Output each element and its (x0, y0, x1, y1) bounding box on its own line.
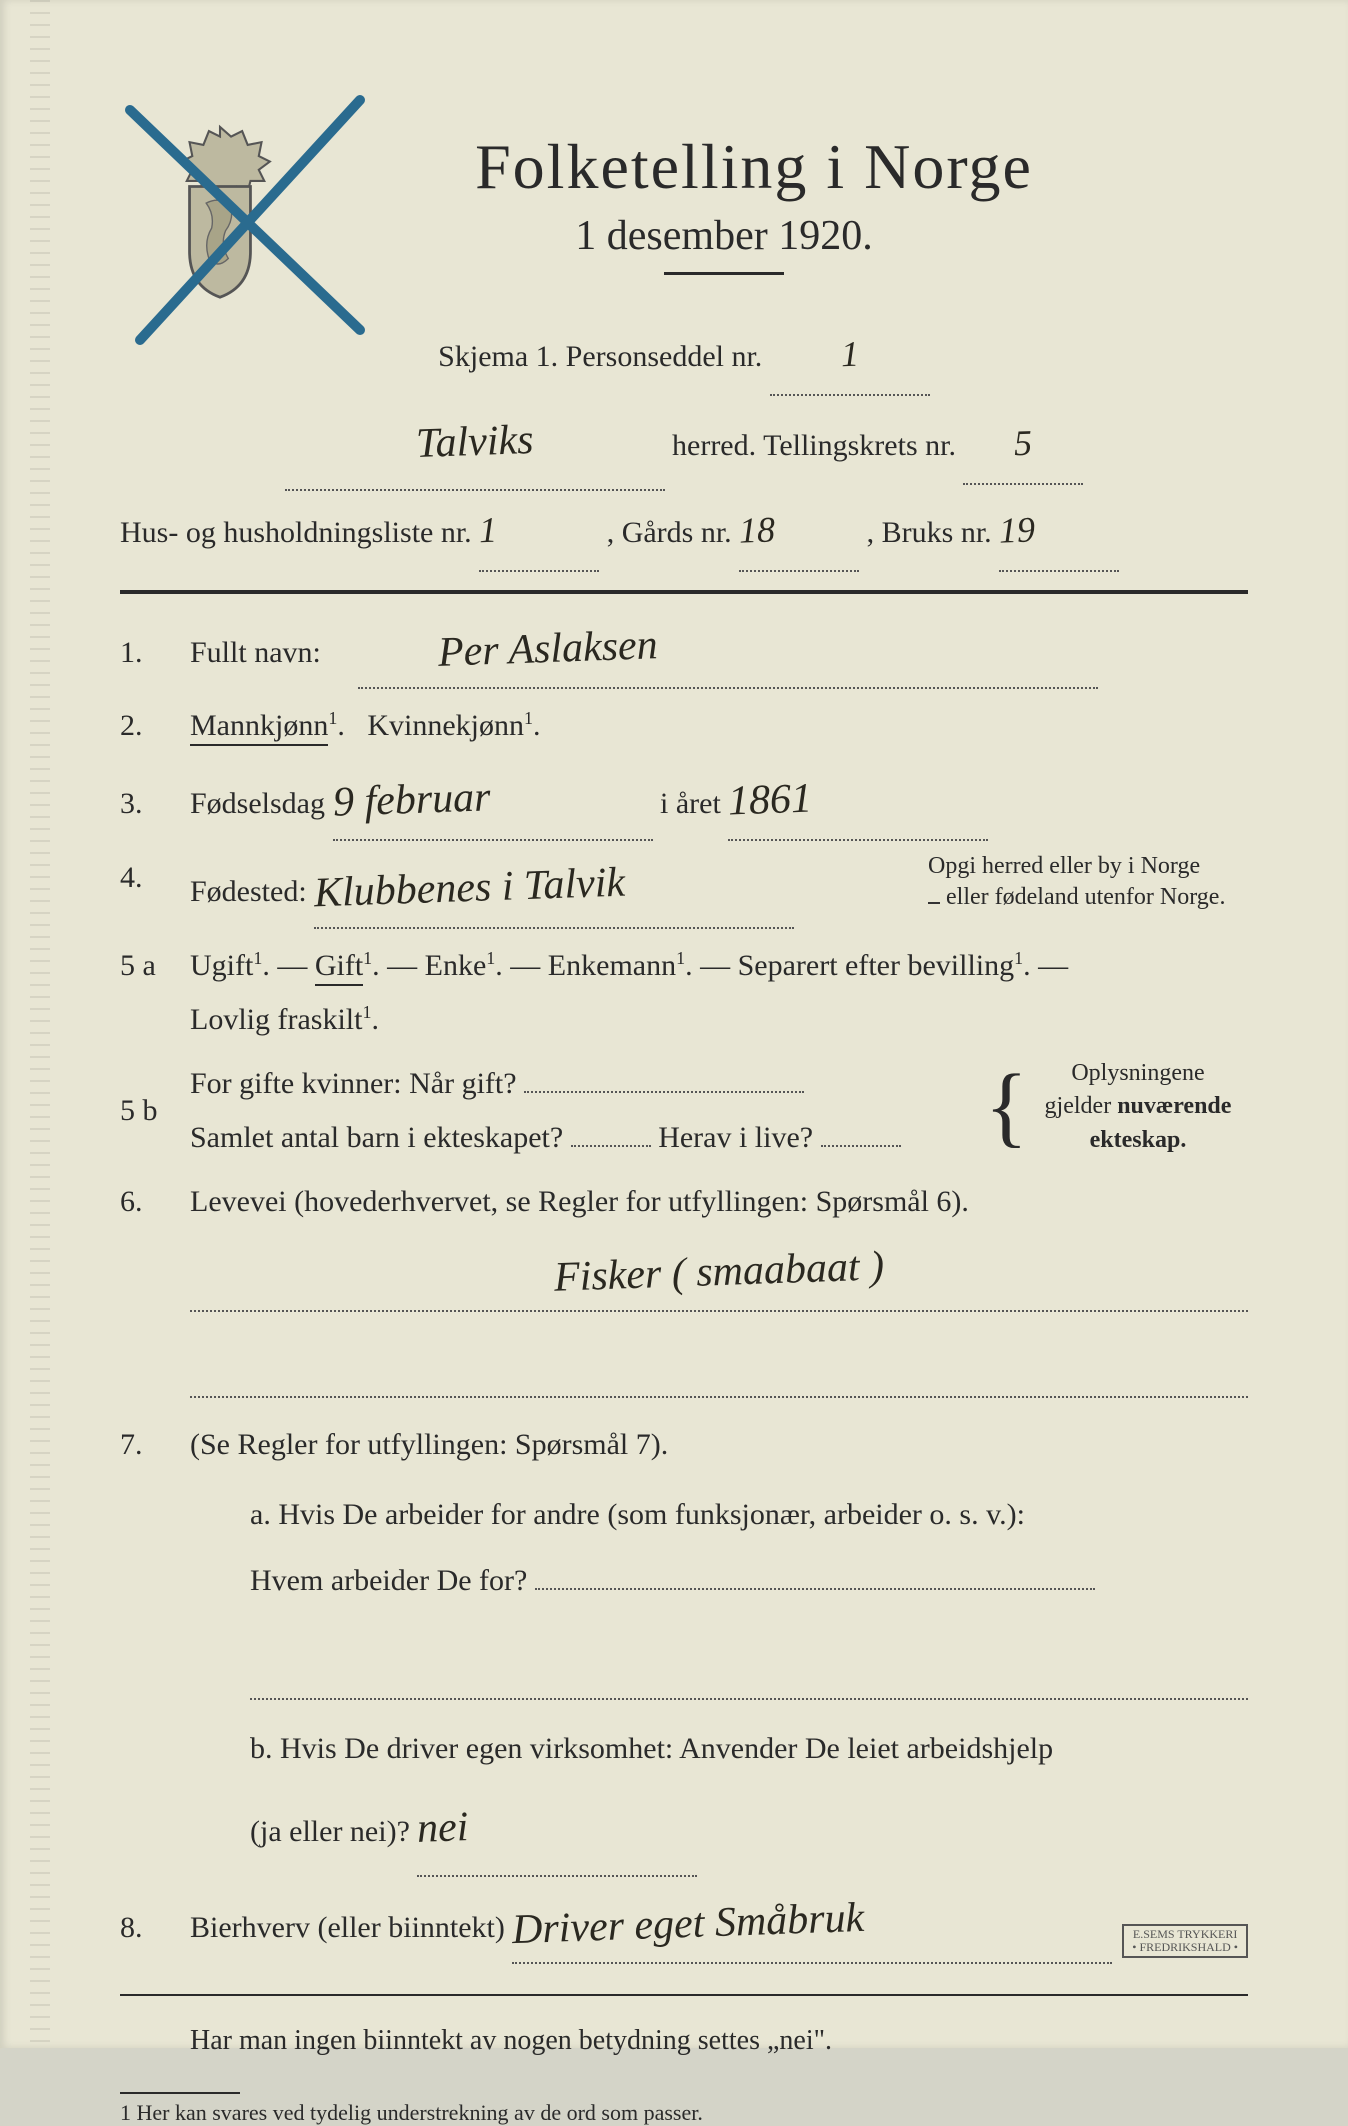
q5b-note3: ekteskap. (1090, 1127, 1187, 1153)
q5a-gift: Gift (315, 949, 363, 986)
q7-row: 7. (Se Regler for utfyllingen: Spørsmål … (120, 1418, 1248, 1472)
q6-label: Levevei (hovederhvervet, se Regler for u… (190, 1185, 969, 1218)
q2-row: 2. Mannkjønn1. Kvinnekjønn1. (120, 699, 1248, 753)
hus-nr: 1 (478, 490, 499, 570)
printer-mark: E.SEMS TRYKKERI • FREDRIKSHALD • (1122, 1924, 1248, 1958)
q1-num: 1. (120, 626, 190, 680)
q3-mid: i året (660, 787, 721, 820)
q8-label: Bierhverv (eller biinntekt) (190, 1911, 505, 1944)
personseddel-nr: 1 (839, 315, 860, 395)
meta-line-3: Hus- og husholdningsliste nr. 1 , Gårds … (120, 491, 1248, 572)
q6-row: 6. Levevei (hovederhvervet, se Regler fo… (120, 1175, 1248, 1399)
q1-value: Per Aslaksen (437, 608, 659, 691)
q7-num: 7. (120, 1418, 190, 1472)
q5b-num: 5 b (120, 1084, 190, 1138)
q8-row: 8. Bierhverv (eller biinntekt) Driver eg… (120, 1887, 1248, 1965)
q5b-sidenote: Oplysningene gjelder nuværende ekteskap. (1028, 1057, 1248, 1158)
skjema-label: Skjema 1. Personseddel nr. (438, 340, 762, 373)
q8-value: Driver eget Småbruk (511, 1880, 866, 1968)
page-subtitle: 1 desember 1920. (200, 212, 1248, 260)
q5b-line1: For gifte kvinner: Når gift? (190, 1067, 517, 1100)
q7b-value: nei (416, 1781, 471, 1875)
printer-line2: • FREDRIKSHALD • (1132, 1941, 1238, 1954)
tellingskrets-nr: 5 (1013, 404, 1034, 484)
meta-line-1: Skjema 1. Personseddel nr. 1 (120, 315, 1248, 396)
census-form-page: Folketelling i Norge 1 desember 1920. Sk… (0, 0, 1348, 2048)
q7b-label: b. Hvis De driver egen virksomhet: Anven… (250, 1732, 1053, 1765)
footnote-text: 1 Her kan svares ved tydelig understrekn… (120, 2100, 703, 2125)
q3-label: Fødselsdag (190, 787, 325, 820)
q3-day: 9 februar (331, 761, 491, 842)
q7a-line: a. Hvis De arbeider for andre (som funks… (250, 1482, 1248, 1700)
q5a-num: 5 a (120, 939, 190, 993)
q4-hint1: Opgi herred eller by i Norge (928, 853, 1200, 879)
q6-value: Fisker ( smaabaat ) (553, 1229, 886, 1316)
q5a-enkemann: Enkemann (548, 949, 676, 982)
q2-kvinne: Kvinnekjønn (367, 709, 524, 742)
q5b-line2a: Samlet antal barn i ekteskapet? (190, 1121, 563, 1154)
page-title: Folketelling i Norge (260, 130, 1248, 204)
q8-num: 8. (120, 1901, 190, 1955)
q5b-row: 5 b For gifte kvinner: Når gift? Samlet … (120, 1057, 1248, 1165)
gards-nr: 18 (738, 490, 777, 570)
bruks-nr: 19 (998, 490, 1037, 570)
perforated-edge (30, 0, 50, 2048)
footnote: 1 Her kan svares ved tydelig understrekn… (120, 2100, 1248, 2126)
q7b-sub: (ja eller nei)? (250, 1815, 410, 1848)
q5a-separert: Separert efter bevilling (738, 949, 1015, 982)
q4-hint2: eller fødeland utenfor Norge. (946, 884, 1225, 910)
q5b-note2b: nuværende (1117, 1093, 1231, 1119)
rule-1 (120, 590, 1248, 594)
q4-row: 4. Fødested: Klubbenes i Talvik Opgi her… (120, 851, 1248, 929)
q5b-note2: gjelder (1045, 1093, 1112, 1119)
gards-label: , Gårds nr. (607, 516, 732, 549)
q5a-lovlig: Lovlig fraskilt (190, 1003, 362, 1036)
brace-icon: { (985, 1071, 1028, 1143)
q7a-label: a. Hvis De arbeider for andre (som funks… (250, 1498, 1025, 1531)
q7b-line: b. Hvis De driver egen virksomhet: Anven… (250, 1716, 1248, 1876)
printer-line1: E.SEMS TRYKKERI (1132, 1928, 1238, 1941)
tail-note-text: Har man ingen biinntekt av nogen betydni… (190, 2025, 832, 2056)
rule-2 (120, 1994, 1248, 1996)
q4-label: Fødested: (190, 875, 307, 908)
q6-num: 6. (120, 1175, 190, 1229)
q5b-line2b: Herav i live? (658, 1121, 813, 1154)
header-block: Folketelling i Norge 1 desember 1920. (120, 130, 1248, 275)
q3-year: 1861 (727, 762, 814, 840)
q7-label: (Se Regler for utfyllingen: Spørsmål 7). (190, 1428, 668, 1461)
q1-row: 1. Fullt navn: Per Aslaksen (120, 612, 1248, 690)
meta-line-2: Talviks herred. Tellingskrets nr. 5 (120, 396, 1248, 490)
q7a-sub: Hvem arbeider De for? (250, 1564, 527, 1597)
q3-row: 3. Fødselsdag 9 februar i året 1861 (120, 763, 1248, 841)
tail-note: Har man ingen biinntekt av nogen betydni… (190, 2010, 1248, 2072)
title-underline (664, 272, 784, 275)
q5a-enke: Enke (425, 949, 487, 982)
footnote-rule (120, 2092, 240, 2094)
q1-label: Fullt navn: (190, 636, 321, 669)
q4-num: 4. (120, 851, 190, 905)
q4-value: Klubbenes i Talvik (313, 846, 627, 932)
q5b-note1: Oplysningene (1071, 1060, 1204, 1086)
coat-of-arms-icon (150, 120, 290, 300)
herred-label: herred. Tellingskrets nr. (672, 429, 956, 462)
q2-num: 2. (120, 699, 190, 753)
hus-label: Hus- og husholdningsliste nr. (120, 516, 472, 549)
q3-num: 3. (120, 777, 190, 831)
herred-value: Talviks (414, 394, 535, 490)
q5a-row: 5 a Ugift1. — Gift1. — Enke1. — Enkemann… (120, 939, 1248, 1047)
q2-mann: Mannkjønn (190, 709, 328, 746)
q5a-ugift: Ugift (190, 949, 253, 982)
bruks-label: , Bruks nr. (867, 516, 992, 549)
